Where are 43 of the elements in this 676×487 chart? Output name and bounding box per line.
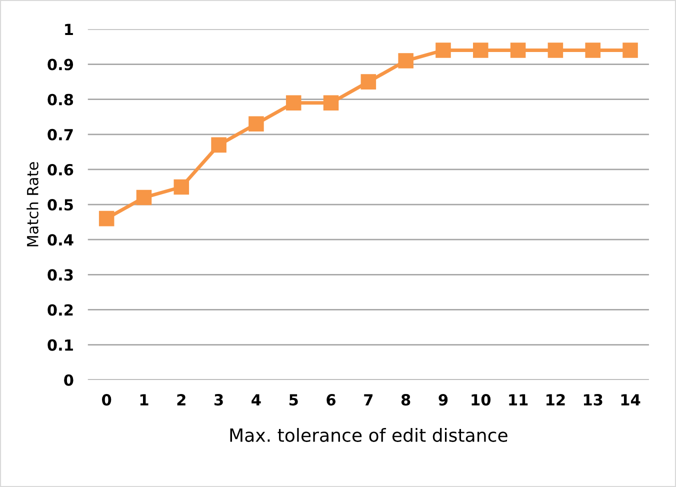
x-tick-label: 14: [621, 394, 640, 406]
y-axis-title: Match Rate: [26, 162, 38, 246]
x-tick-label: 8: [401, 394, 410, 406]
x-tick-label: 13: [584, 394, 602, 406]
x-tick-label: 7: [364, 394, 373, 406]
y-tick-label: 0: [64, 374, 74, 386]
x-tick-label: 5: [289, 394, 298, 406]
y-tick-label: 0.9: [48, 58, 74, 70]
y-tick-label: 0.3: [48, 269, 73, 281]
x-tick-label: 3: [214, 394, 223, 406]
point: [360, 74, 376, 90]
y-tick-label: 0.5: [48, 199, 73, 211]
y-tick-label: 0.2: [48, 304, 73, 316]
x-tick-label: 12: [546, 394, 565, 406]
x-tick-label: 6: [326, 394, 336, 406]
y-tick-label: 0.6: [48, 164, 74, 176]
y-tick-label: 0.7: [48, 128, 73, 140]
point: [398, 53, 414, 68]
point: [248, 116, 264, 132]
x-tick-label: 11: [509, 394, 528, 406]
x-tick-label: 4: [252, 394, 261, 406]
x-tick-label: 10: [472, 394, 491, 406]
y-tick-label: 1: [65, 24, 73, 36]
point: [323, 95, 339, 110]
point: [510, 42, 526, 58]
point: [136, 190, 152, 206]
point: [622, 42, 638, 58]
point: [286, 95, 302, 110]
point: [211, 137, 226, 153]
point: [174, 179, 190, 195]
x-tick-label: 9: [438, 394, 448, 406]
y-tick-label: 0.8: [48, 94, 74, 106]
point: [548, 42, 564, 58]
x-tick-label: 0: [102, 394, 112, 406]
point: [98, 210, 114, 226]
point: [436, 42, 451, 58]
x-tick-label: 2: [177, 394, 186, 406]
y-tick-label: 0.1: [48, 339, 73, 351]
x-tick-label: 1: [140, 394, 148, 406]
y-tick-label: 0.4: [48, 234, 74, 246]
point: [472, 42, 488, 58]
x-axis-title: Max. tolerance of edit distance: [230, 428, 508, 442]
point: [585, 42, 600, 58]
